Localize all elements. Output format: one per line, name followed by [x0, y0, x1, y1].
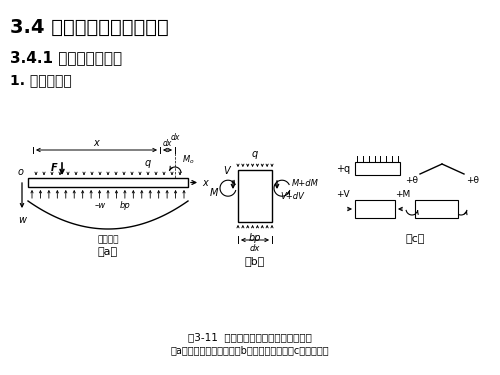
Text: dx: dx	[250, 244, 260, 253]
Text: （b）: （b）	[245, 256, 265, 266]
Text: 3.4.1 无限长梁的解答: 3.4.1 无限长梁的解答	[10, 50, 122, 65]
Text: +θ: +θ	[466, 176, 479, 185]
Text: 挠曲曲线: 挠曲曲线	[97, 235, 119, 244]
Text: +M: +M	[395, 190, 410, 199]
Bar	[238, 170, 272, 222]
Bar	[355, 162, 400, 175]
Text: F: F	[50, 163, 57, 173]
Text: （a）梁上荷载和挠曲；（b）梁的微单元；（c）符号规定: （a）梁上荷载和挠曲；（b）梁的微单元；（c）符号规定	[170, 345, 330, 355]
Text: $M_o$: $M_o$	[182, 153, 194, 166]
Text: （a）: （a）	[98, 247, 118, 257]
Text: x: x	[202, 177, 208, 188]
Text: V+dV: V+dV	[280, 192, 304, 201]
Bar	[415, 200, 458, 218]
Bar	[355, 200, 395, 218]
Text: M: M	[210, 188, 218, 198]
Text: w: w	[18, 215, 26, 225]
Text: V: V	[224, 166, 230, 176]
Text: o: o	[18, 167, 24, 177]
Text: +θ: +θ	[405, 176, 418, 185]
Text: x: x	[94, 138, 100, 148]
Bar	[28, 178, 188, 187]
Text: bp: bp	[249, 233, 261, 243]
Text: dx: dx	[163, 139, 172, 148]
Text: M+dM: M+dM	[292, 179, 319, 188]
Text: q: q	[145, 158, 151, 168]
Text: 3.4 文克勒地基上梁的计算: 3.4 文克勒地基上梁的计算	[10, 18, 169, 37]
Text: 图3-11  文克勒地基上基础梁的计算图式: 图3-11 文克勒地基上基础梁的计算图式	[188, 332, 312, 342]
Text: +q: +q	[336, 164, 350, 174]
Text: bp: bp	[120, 201, 131, 210]
Text: –w: –w	[94, 201, 106, 210]
Text: +V: +V	[336, 190, 350, 199]
Text: q: q	[252, 149, 258, 159]
Text: （c）: （c）	[406, 234, 424, 244]
Text: 1. 微分方程式: 1. 微分方程式	[10, 73, 72, 87]
Text: dx: dx	[170, 133, 179, 142]
